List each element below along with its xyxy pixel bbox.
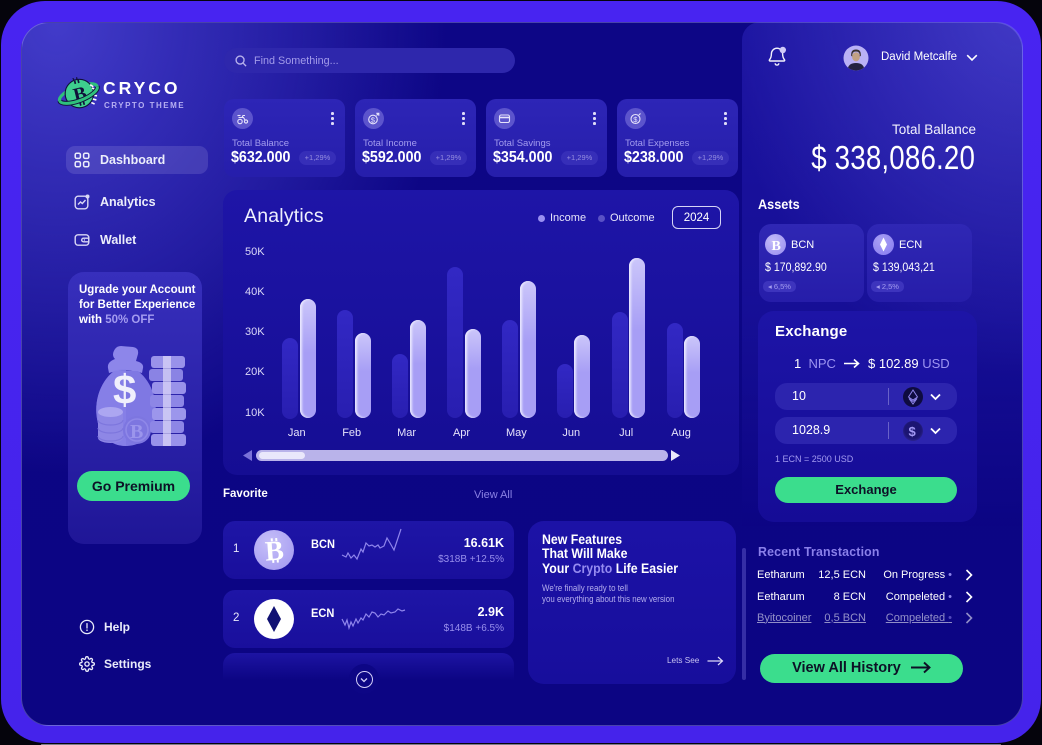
svg-text:$: $	[371, 116, 376, 125]
svg-text:$: $	[909, 424, 917, 439]
svg-text:$: $	[633, 115, 638, 124]
svg-text:B: B	[772, 239, 781, 254]
svg-text:B: B	[264, 535, 285, 567]
svg-text:$: $	[113, 366, 136, 413]
svg-text:B: B	[130, 421, 143, 443]
